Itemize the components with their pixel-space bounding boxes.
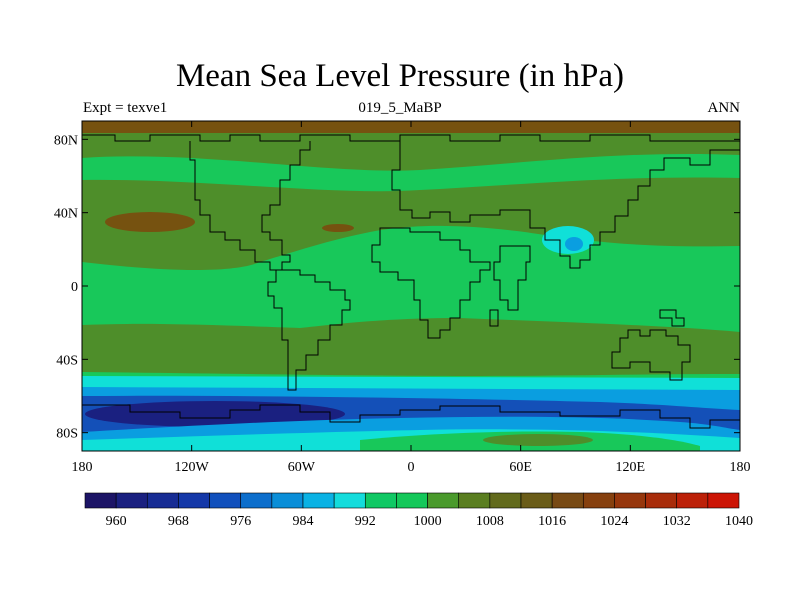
- colorbar-bin: [84, 492, 117, 509]
- arctic-coast: [82, 134, 740, 142]
- colorbar-bin: [707, 492, 740, 509]
- south-america-coast: [267, 269, 351, 391]
- colorbar-bin: [302, 492, 335, 509]
- x-tick-label: 60W: [288, 460, 316, 475]
- circumpolar-low: [85, 401, 345, 427]
- colorbar-label: 1024: [600, 514, 628, 529]
- colorbar-label: 984: [293, 514, 314, 529]
- coastlines: [82, 134, 740, 429]
- y-tick-label: 80N: [54, 133, 78, 148]
- colorbar-bin: [333, 492, 366, 509]
- colorbar-bin: [396, 492, 428, 509]
- axis-ticks: 180 120W 60W 0 60E 120E 180 80N 40N 0 40S 80S: [54, 121, 751, 475]
- colorbar-bin: [240, 492, 273, 509]
- subtropical-high-pacific: [322, 224, 354, 232]
- africa-coast: [371, 227, 491, 339]
- new-guinea-coast: [659, 309, 685, 327]
- y-tick-label: 0: [71, 280, 78, 295]
- colorbar-bin: [115, 492, 148, 509]
- chart-title: Mean Sea Level Pressure (in hPa): [175, 58, 625, 94]
- australia-coast: [611, 329, 691, 381]
- colorbar-bin: [582, 492, 615, 509]
- colorbar-bin: [489, 492, 522, 509]
- colorbar-bin: [427, 492, 460, 509]
- colorbar: 960 968 976 984 992 1000 1008 1016 1024 1032 1040: [84, 492, 753, 529]
- x-tick-label: 60E: [509, 460, 532, 475]
- colorbar-bin: [178, 492, 210, 509]
- colorbar-bin: [146, 492, 179, 509]
- season-label: ANN: [707, 100, 741, 116]
- north-low-band: [82, 153, 740, 192]
- eurasia-coast: [391, 141, 740, 269]
- antarctic-high: [483, 434, 593, 446]
- india-coast: [493, 245, 531, 311]
- run-label: 019_5_MaBP: [358, 100, 442, 116]
- x-tick-label: 0: [408, 460, 415, 475]
- colorbar-bin: [551, 492, 584, 509]
- colorbar-label: 960: [106, 514, 127, 529]
- north-america-coast: [189, 141, 311, 271]
- colorbar-label: 1008: [476, 514, 504, 529]
- colorbar-label: 992: [355, 514, 376, 529]
- colorbar-label: 1040: [725, 514, 753, 529]
- x-tick-label: 120W: [175, 460, 210, 475]
- x-tick-label: 180: [72, 460, 93, 475]
- antarctica-coast: [82, 404, 740, 429]
- colorbar-label: 1016: [538, 514, 566, 529]
- colorbar-bin: [676, 492, 709, 509]
- colorbar-label: 1032: [663, 514, 691, 529]
- colorbar-bin: [614, 492, 646, 509]
- colorbar-label: 968: [168, 514, 189, 529]
- colorbar-bin: [364, 492, 397, 509]
- colorbar-label: 976: [230, 514, 251, 529]
- colorbar-bin: [520, 492, 553, 509]
- pressure-field: [82, 121, 740, 451]
- colorbar-bin: [271, 492, 304, 509]
- colorbar-bin: [645, 492, 678, 509]
- subtropical-high-atlantic: [105, 212, 195, 232]
- y-tick-label: 40N: [54, 207, 78, 222]
- experiment-label: Expt = texve1: [83, 100, 168, 116]
- x-tick-label: 180: [730, 460, 751, 475]
- colorbar-label: 1000: [414, 514, 442, 529]
- madagascar-coast: [489, 309, 499, 327]
- colorbar-bin: [209, 492, 242, 509]
- colorbar-bin: [458, 492, 491, 509]
- y-tick-label: 40S: [56, 353, 78, 368]
- asian-low-inner: [565, 237, 583, 251]
- x-tick-label: 120E: [616, 460, 646, 475]
- south-subtropical-band: [82, 338, 740, 372]
- y-tick-label: 80S: [56, 427, 78, 442]
